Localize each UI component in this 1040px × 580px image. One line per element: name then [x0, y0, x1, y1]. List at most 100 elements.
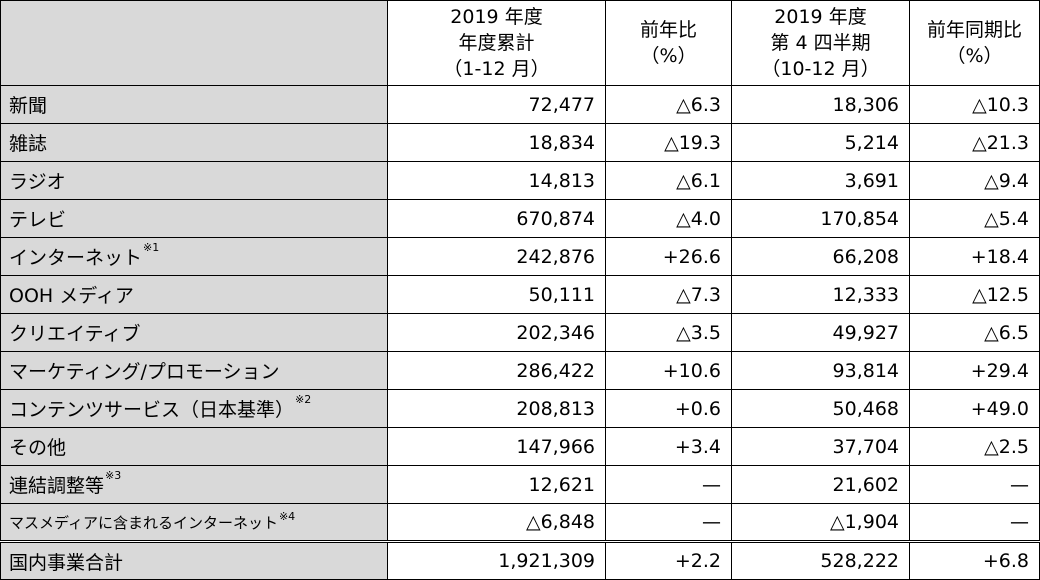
header-q4-line: 第 4 四半期: [770, 32, 871, 54]
header-ytd-line: 年度累計: [458, 32, 535, 54]
table-row: インターネット※1 242,876 +26.6 66,208 +18.4: [0, 237, 1040, 276]
cell-yoy: —: [605, 465, 732, 504]
cell-q4-yoy: △12.5: [909, 275, 1040, 314]
row-label: 雑誌: [0, 123, 388, 162]
footnote-marker: ※2: [295, 393, 312, 406]
cell-q4-yoy: △6.5: [909, 313, 1040, 352]
table-row: 雑誌 18,834 △19.3 5,214 △21.3: [0, 123, 1040, 162]
cell-ytd: 202,346: [387, 313, 606, 352]
cell-q4-yoy: △5.4: [909, 199, 1040, 238]
cell-q4-yoy: △21.3: [909, 123, 1040, 162]
table-row: 連結調整等※3 12,621—21,602—: [0, 465, 1040, 504]
row-label-text: 連結調整等: [9, 475, 105, 497]
cell-q4: 3,691: [731, 161, 910, 200]
footnote-marker: ※3: [105, 469, 122, 482]
table-row: コンテンツサービス（日本基準）※2 208,813 +0.6 50,468 +49.0: [0, 389, 1040, 428]
total-yoy: +2.2: [605, 540, 732, 580]
cell-q4-yoy: —: [909, 503, 1040, 542]
row-label-text: その他: [9, 437, 67, 459]
header-ytd: 2019 年度 年度累計 （1-12 月）: [387, 0, 606, 86]
cell-ytd: 670,874: [387, 199, 606, 238]
cell-q4-yoy: +29.4: [909, 351, 1040, 390]
total-ytd: 1,921,309: [387, 540, 606, 580]
cell-q4-yoy: +18.4: [909, 237, 1040, 276]
cell-yoy: △6.3: [605, 85, 732, 124]
cell-q4-yoy: —: [909, 465, 1040, 504]
row-label: OOH メディア: [0, 275, 388, 314]
cell-ytd: 72,477: [387, 85, 606, 124]
cell-q4: 49,927: [731, 313, 910, 352]
header-q4-yoy: 前年同期比 （%）: [909, 0, 1040, 86]
header-yoy: 前年比 （%）: [605, 0, 732, 86]
header-q4-yoy-line: 前年同期比: [926, 19, 1022, 41]
header-yoy-line: 前年比: [639, 19, 697, 41]
row-label: その他: [0, 427, 388, 466]
total-q4-yoy: +6.8: [909, 540, 1040, 580]
row-label: コンテンツサービス（日本基準）※2: [0, 389, 388, 428]
row-label-text: 雑誌: [9, 133, 48, 155]
cell-yoy: △3.5: [605, 313, 732, 352]
cell-ytd: 286,422: [387, 351, 606, 390]
header-row: 2019 年度 年度累計 （1-12 月） 前年比 （%） 2019 年度 第 …: [0, 0, 1040, 86]
row-label: 新聞: [0, 85, 388, 124]
table-row: マーケティング/プロモーション 286,422 +10.6 93,814 +29.4: [0, 351, 1040, 390]
cell-q4: 50,468: [731, 389, 910, 428]
cell-q4: 5,214: [731, 123, 910, 162]
table-row: OOH メディア 50,111 △7.3 12,333 △12.5: [0, 275, 1040, 314]
footnote-marker: ※4: [278, 509, 296, 523]
cell-yoy: +0.6: [605, 389, 732, 428]
cell-ytd: 147,966: [387, 427, 606, 466]
row-label: クリエイティブ: [0, 313, 388, 352]
cell-yoy: △6.1: [605, 161, 732, 200]
table-row: 新聞 72,477 △6.3 18,306 △10.3: [0, 85, 1040, 124]
cell-q4: 12,333: [731, 275, 910, 314]
cell-q4: 21,602: [731, 465, 910, 504]
footnote-marker: ※1: [143, 241, 160, 254]
cell-ytd: 12,621: [387, 465, 606, 504]
row-label: テレビ: [0, 199, 388, 238]
cell-q4: △1,904: [731, 503, 910, 542]
row-label: インターネット※1: [0, 237, 388, 276]
row-label-text: テレビ: [9, 209, 67, 231]
row-label-text: インターネット: [9, 247, 143, 269]
cell-q4-yoy: △9.4: [909, 161, 1040, 200]
cell-ytd: △6,848: [387, 503, 606, 542]
cell-q4-yoy: +49.0: [909, 389, 1040, 428]
cell-q4: 37,704: [731, 427, 910, 466]
header-q4-line: 2019 年度: [774, 6, 867, 28]
row-label: 連結調整等※3: [0, 465, 388, 504]
row-label-text: ラジオ: [9, 171, 66, 193]
cell-ytd: 18,834: [387, 123, 606, 162]
header-yoy-line: （%）: [640, 45, 697, 67]
row-label-text: クリエイティブ: [9, 323, 141, 345]
total-q4: 528,222: [731, 540, 910, 580]
cell-ytd: 50,111: [387, 275, 606, 314]
cell-q4: 66,208: [731, 237, 910, 276]
header-corner-cell: [0, 0, 388, 86]
total-label: 国内事業合計: [0, 540, 388, 580]
cell-ytd: 242,876: [387, 237, 606, 276]
cell-q4-yoy: △2.5: [909, 427, 1040, 466]
table-row: マスメディアに含まれるインターネット※4 △6,848— △1,904—: [0, 503, 1040, 542]
cell-yoy: —: [605, 503, 732, 542]
table-row: クリエイティブ 202,346 △3.5 49,927 △6.5: [0, 313, 1040, 352]
row-label-text: 新聞: [9, 95, 48, 117]
cell-q4-yoy: △10.3: [909, 85, 1040, 124]
header-q4-yoy-line: （%）: [946, 45, 1003, 67]
row-label: マスメディアに含まれるインターネット※4: [0, 503, 388, 542]
cell-q4: 18,306: [731, 85, 910, 124]
cell-yoy: +26.6: [605, 237, 732, 276]
cell-ytd: 208,813: [387, 389, 606, 428]
total-row: 国内事業合計 1,921,309 +2.2 528,222 +6.8: [0, 540, 1040, 580]
table-row: その他 147,966 +3.4 37,704 △2.5: [0, 427, 1040, 466]
table-row: ラジオ 14,813 △6.1 3,691 △9.4: [0, 161, 1040, 200]
table-row: テレビ 670,874 △4.0 170,854 △5.4: [0, 199, 1040, 238]
row-label: ラジオ: [0, 161, 388, 200]
cell-ytd: 14,813: [387, 161, 606, 200]
cell-yoy: +10.6: [605, 351, 732, 390]
cell-yoy: △7.3: [605, 275, 732, 314]
row-label: マーケティング/プロモーション: [0, 351, 388, 390]
cell-yoy: △4.0: [605, 199, 732, 238]
row-label-text: OOH メディア: [9, 285, 134, 307]
